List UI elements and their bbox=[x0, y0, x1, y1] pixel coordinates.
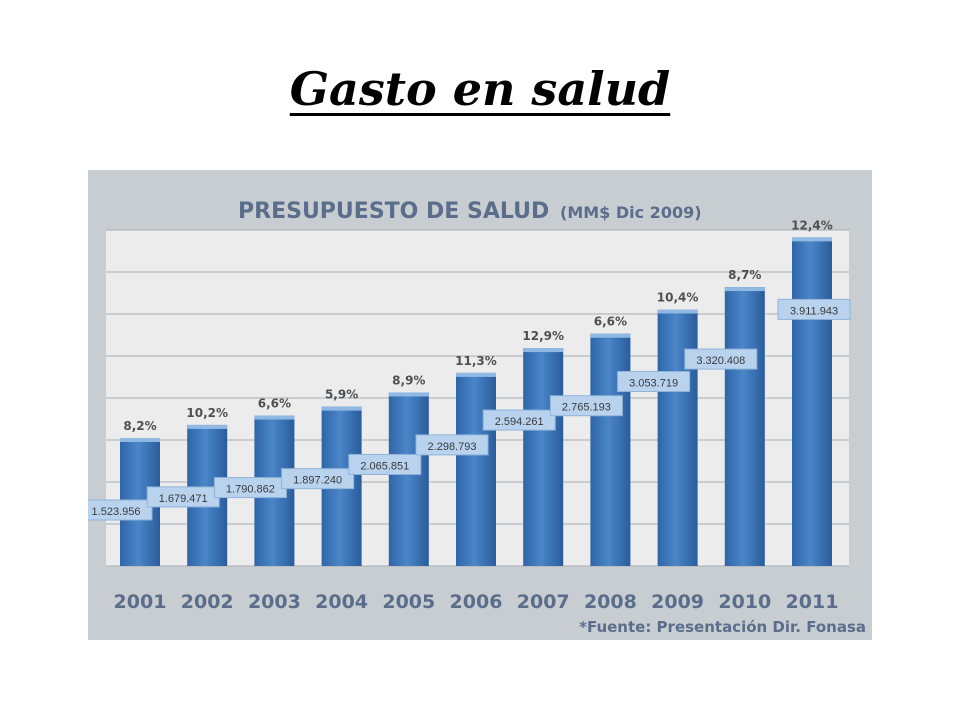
x-tick-label: 2006 bbox=[450, 591, 503, 613]
growth-label: 5,9% bbox=[325, 388, 358, 402]
growth-label: 8,7% bbox=[728, 268, 761, 282]
value-label-box bbox=[684, 348, 758, 370]
x-tick-label: 2003 bbox=[248, 591, 301, 613]
bar bbox=[792, 237, 832, 566]
bar-top-highlight bbox=[456, 372, 496, 377]
bar-top-highlight bbox=[187, 424, 228, 429]
value-label-box bbox=[549, 395, 623, 417]
bar-top-highlight bbox=[724, 287, 765, 292]
value-label: 2.765.193 bbox=[562, 402, 611, 414]
value-label: 3.053.719 bbox=[629, 377, 678, 389]
bar-top-highlight bbox=[321, 406, 362, 411]
bar-top-highlight bbox=[590, 333, 631, 338]
value-label-box bbox=[348, 453, 422, 475]
bar bbox=[724, 287, 765, 566]
x-tick-label: 2002 bbox=[181, 591, 234, 613]
bar bbox=[657, 309, 698, 566]
x-tick-label: 2007 bbox=[517, 591, 570, 613]
value-label-box bbox=[777, 298, 851, 320]
chart-subtitle: (MM$ Dic 2009) bbox=[560, 203, 702, 222]
value-label-box bbox=[415, 434, 489, 456]
value-label-box bbox=[482, 409, 556, 431]
growth-labels: 8,2% 10,2% 6,6% 5,9% 8,9% 11,3% 12,9% 6,6% 10,4%… bbox=[123, 218, 832, 433]
growth-label: 12,9% bbox=[522, 329, 564, 343]
bar-top-highlight bbox=[523, 348, 564, 353]
bar-top-highlight bbox=[254, 415, 295, 420]
value-label: 2.594.261 bbox=[495, 416, 544, 428]
x-tick-label: 2008 bbox=[584, 591, 637, 613]
growth-label: 6,6% bbox=[258, 397, 291, 411]
value-label: 1.523.956 bbox=[92, 506, 141, 518]
value-label: 2.298.793 bbox=[428, 441, 477, 453]
bar bbox=[388, 392, 429, 566]
bar-top-highlight bbox=[792, 237, 832, 242]
value-label: 1.679.471 bbox=[159, 493, 208, 505]
bars bbox=[120, 237, 832, 566]
x-tick-label: 2009 bbox=[651, 591, 704, 613]
value-label-box bbox=[281, 468, 355, 490]
value-label: 3.320.408 bbox=[696, 355, 745, 367]
value-labels: 1.523.956 1.679.471 1.790.862 1.897.240 2.06… bbox=[88, 298, 851, 521]
bar bbox=[590, 333, 631, 566]
growth-label: 12,4% bbox=[791, 218, 833, 232]
bar-top-highlight bbox=[657, 309, 698, 314]
growth-label: 8,9% bbox=[392, 373, 425, 387]
growth-label: 8,2% bbox=[123, 419, 156, 433]
chart-title: PRESUPUESTO DE SALUD bbox=[238, 199, 549, 224]
value-label: 1.897.240 bbox=[293, 475, 342, 487]
growth-label: 11,3% bbox=[455, 354, 497, 368]
source-note: *Fuente: Presentación Dir. Fonasa bbox=[579, 618, 866, 636]
x-tick-label: 2011 bbox=[786, 591, 839, 613]
x-tick-label: 2010 bbox=[718, 591, 771, 613]
growth-label: 10,4% bbox=[657, 290, 699, 304]
value-label: 3.911.943 bbox=[790, 305, 838, 317]
bar-top-highlight bbox=[388, 392, 429, 397]
value-label: 1.790.862 bbox=[226, 484, 275, 496]
bar bbox=[523, 348, 564, 566]
value-label-box bbox=[617, 370, 691, 392]
x-tick-label: 2005 bbox=[382, 591, 435, 613]
x-tick-label: 2004 bbox=[315, 591, 368, 613]
growth-label: 6,6% bbox=[594, 315, 627, 329]
x-tick-label: 2001 bbox=[114, 591, 167, 613]
value-label-box bbox=[88, 499, 153, 521]
bar-top-highlight bbox=[120, 437, 160, 442]
bar bbox=[456, 372, 496, 566]
growth-label: 10,2% bbox=[186, 406, 228, 420]
slide-title: Gasto en salud bbox=[289, 62, 671, 116]
budget-bar-chart: PRESUPUESTO DE SALUD (MM$ Dic 2009) 8,2%… bbox=[88, 170, 872, 640]
value-label: 2.065.851 bbox=[360, 460, 409, 472]
x-axis-ticks: 2001 2002 2003 2004 2005 2006 2007 2008 2009 2010… bbox=[114, 591, 839, 613]
